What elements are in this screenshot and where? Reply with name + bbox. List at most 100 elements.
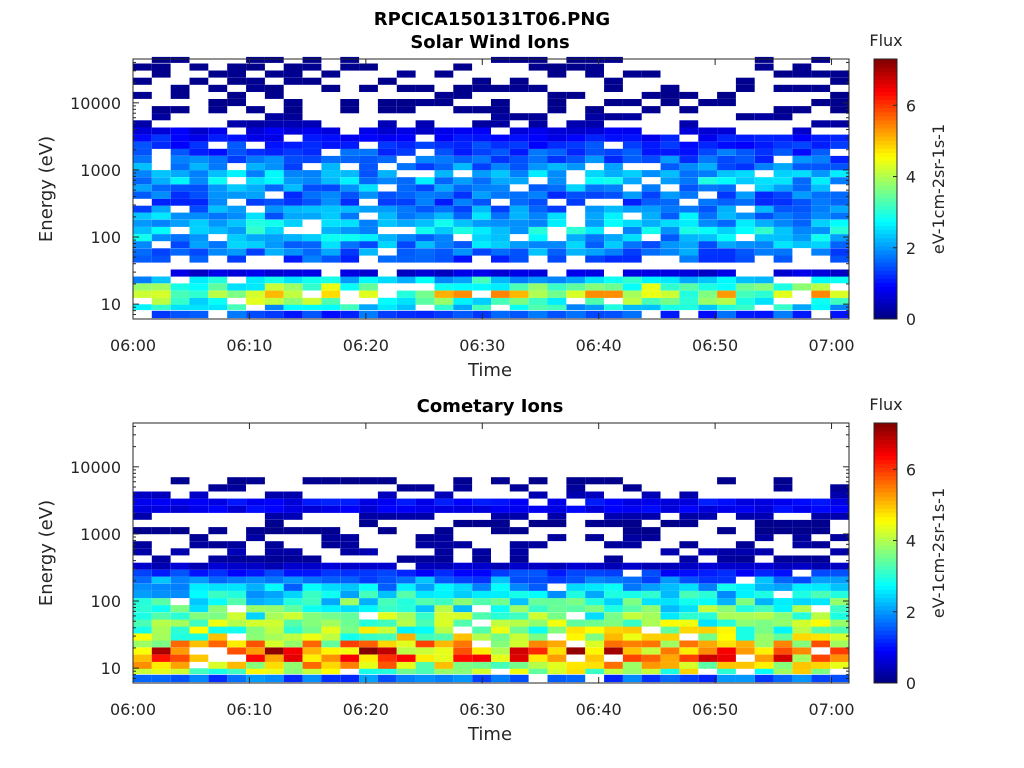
heatmap-cell [189, 134, 209, 142]
heatmap-cell [566, 148, 586, 156]
heatmap-cell [547, 63, 567, 71]
heatmap-cell [377, 640, 397, 648]
heatmap-cell [264, 177, 284, 185]
heatmap-cell [811, 155, 831, 164]
heatmap-cell [227, 248, 246, 256]
heatmap-cell [830, 304, 849, 311]
heatmap-cell [321, 170, 341, 178]
heatmap-cell [717, 134, 736, 142]
heatmap-cell [227, 310, 246, 319]
heatmap-cell [189, 234, 209, 242]
heatmap-cell [641, 283, 661, 291]
heatmap-cell [491, 276, 510, 284]
heatmap-cell [754, 198, 774, 206]
heatmap-cell [359, 84, 378, 92]
colorbar-segment [874, 83, 897, 88]
heatmap-cell [340, 63, 360, 71]
heatmap-cell [340, 548, 360, 556]
heatmap-cell [246, 562, 265, 570]
heatmap-cell [189, 212, 209, 220]
heatmap-cell [434, 633, 454, 641]
heatmap-cell [622, 269, 642, 277]
heatmap-cell [170, 661, 190, 669]
heatmap-cell [717, 612, 736, 620]
heatmap-cell [491, 674, 510, 683]
heatmap-cell [472, 498, 491, 506]
heatmap-cell [208, 283, 228, 291]
heatmap-cell [208, 241, 228, 249]
heatmap-cell [170, 91, 190, 99]
heatmap-cell [302, 505, 322, 513]
heatmap-cell [340, 534, 360, 542]
heatmap-cell [133, 633, 152, 641]
heatmap-cell [283, 310, 303, 319]
colorbar-segment [874, 605, 897, 611]
heatmap-cell [302, 668, 322, 675]
heatmap-cell [396, 304, 416, 311]
x-tick-label: 06:00 [110, 700, 156, 719]
heatmap-cell [491, 170, 510, 178]
heatmap-cell [585, 63, 604, 71]
heatmap-cell [717, 290, 736, 298]
heatmap-cell [434, 155, 454, 164]
heatmap-cell [189, 583, 209, 591]
heatmap-cell [491, 519, 510, 528]
heatmap-cell [396, 310, 416, 319]
heatmap-cell [208, 612, 228, 620]
heatmap-cell [585, 191, 604, 199]
heatmap-cell [453, 255, 473, 263]
heatmap-cell [377, 141, 397, 149]
heatmap-cell [377, 605, 397, 613]
heatmap-cell [472, 562, 491, 570]
heatmap-cell [264, 212, 284, 220]
heatmap-cell [698, 248, 718, 256]
heatmap-cell [415, 576, 435, 584]
heatmap-cell [509, 654, 529, 662]
colorbar-segment [874, 278, 897, 283]
heatmap-cell [321, 598, 341, 606]
heatmap-cell [509, 598, 529, 606]
heatmap-cell [377, 512, 397, 520]
heatmap-cell [604, 661, 623, 669]
heatmap-cell [434, 612, 454, 620]
heatmap-cell [528, 184, 548, 192]
heatmap-cell [773, 141, 793, 149]
heatmap-cell [641, 148, 661, 156]
heatmap-cell [547, 619, 567, 627]
heatmap-cell [792, 619, 812, 627]
heatmap-cell [283, 527, 303, 535]
heatmap-cell [754, 519, 774, 528]
heatmap-cell [509, 605, 529, 613]
heatmap-cell [792, 269, 812, 277]
colorbar-segment [874, 67, 897, 72]
heatmap-cell [660, 633, 680, 641]
heatmap-cell [811, 626, 831, 634]
heatmap-cell [792, 170, 812, 178]
heatmap-cell [227, 170, 246, 178]
heatmap-cell [604, 668, 623, 675]
heatmap-cell [679, 612, 699, 620]
heatmap-cell [170, 633, 190, 641]
heatmap-cell [396, 148, 416, 156]
colorbar-segment [874, 483, 897, 489]
heatmap-cell [604, 541, 623, 549]
heatmap-cell [773, 477, 793, 485]
heatmap-cell [340, 583, 360, 591]
heatmap-cell [283, 555, 303, 563]
heatmap-cell [528, 297, 548, 305]
heatmap-cell [227, 70, 246, 78]
y-tick-label: 10000 [70, 94, 121, 113]
heatmap-cell [434, 654, 454, 662]
heatmap-cell [227, 661, 246, 669]
heatmap-cell [773, 519, 793, 528]
heatmap-cell [679, 141, 699, 149]
heatmap-cell [264, 590, 284, 599]
heatmap-cell [415, 498, 435, 506]
heatmap-cell [585, 661, 604, 669]
heatmap-cell [566, 491, 586, 499]
heatmap-cell [151, 661, 171, 669]
heatmap-cell [453, 297, 473, 305]
heatmap-cell [340, 148, 360, 156]
heatmap-cell [396, 84, 416, 92]
heatmap-cell [528, 626, 548, 634]
